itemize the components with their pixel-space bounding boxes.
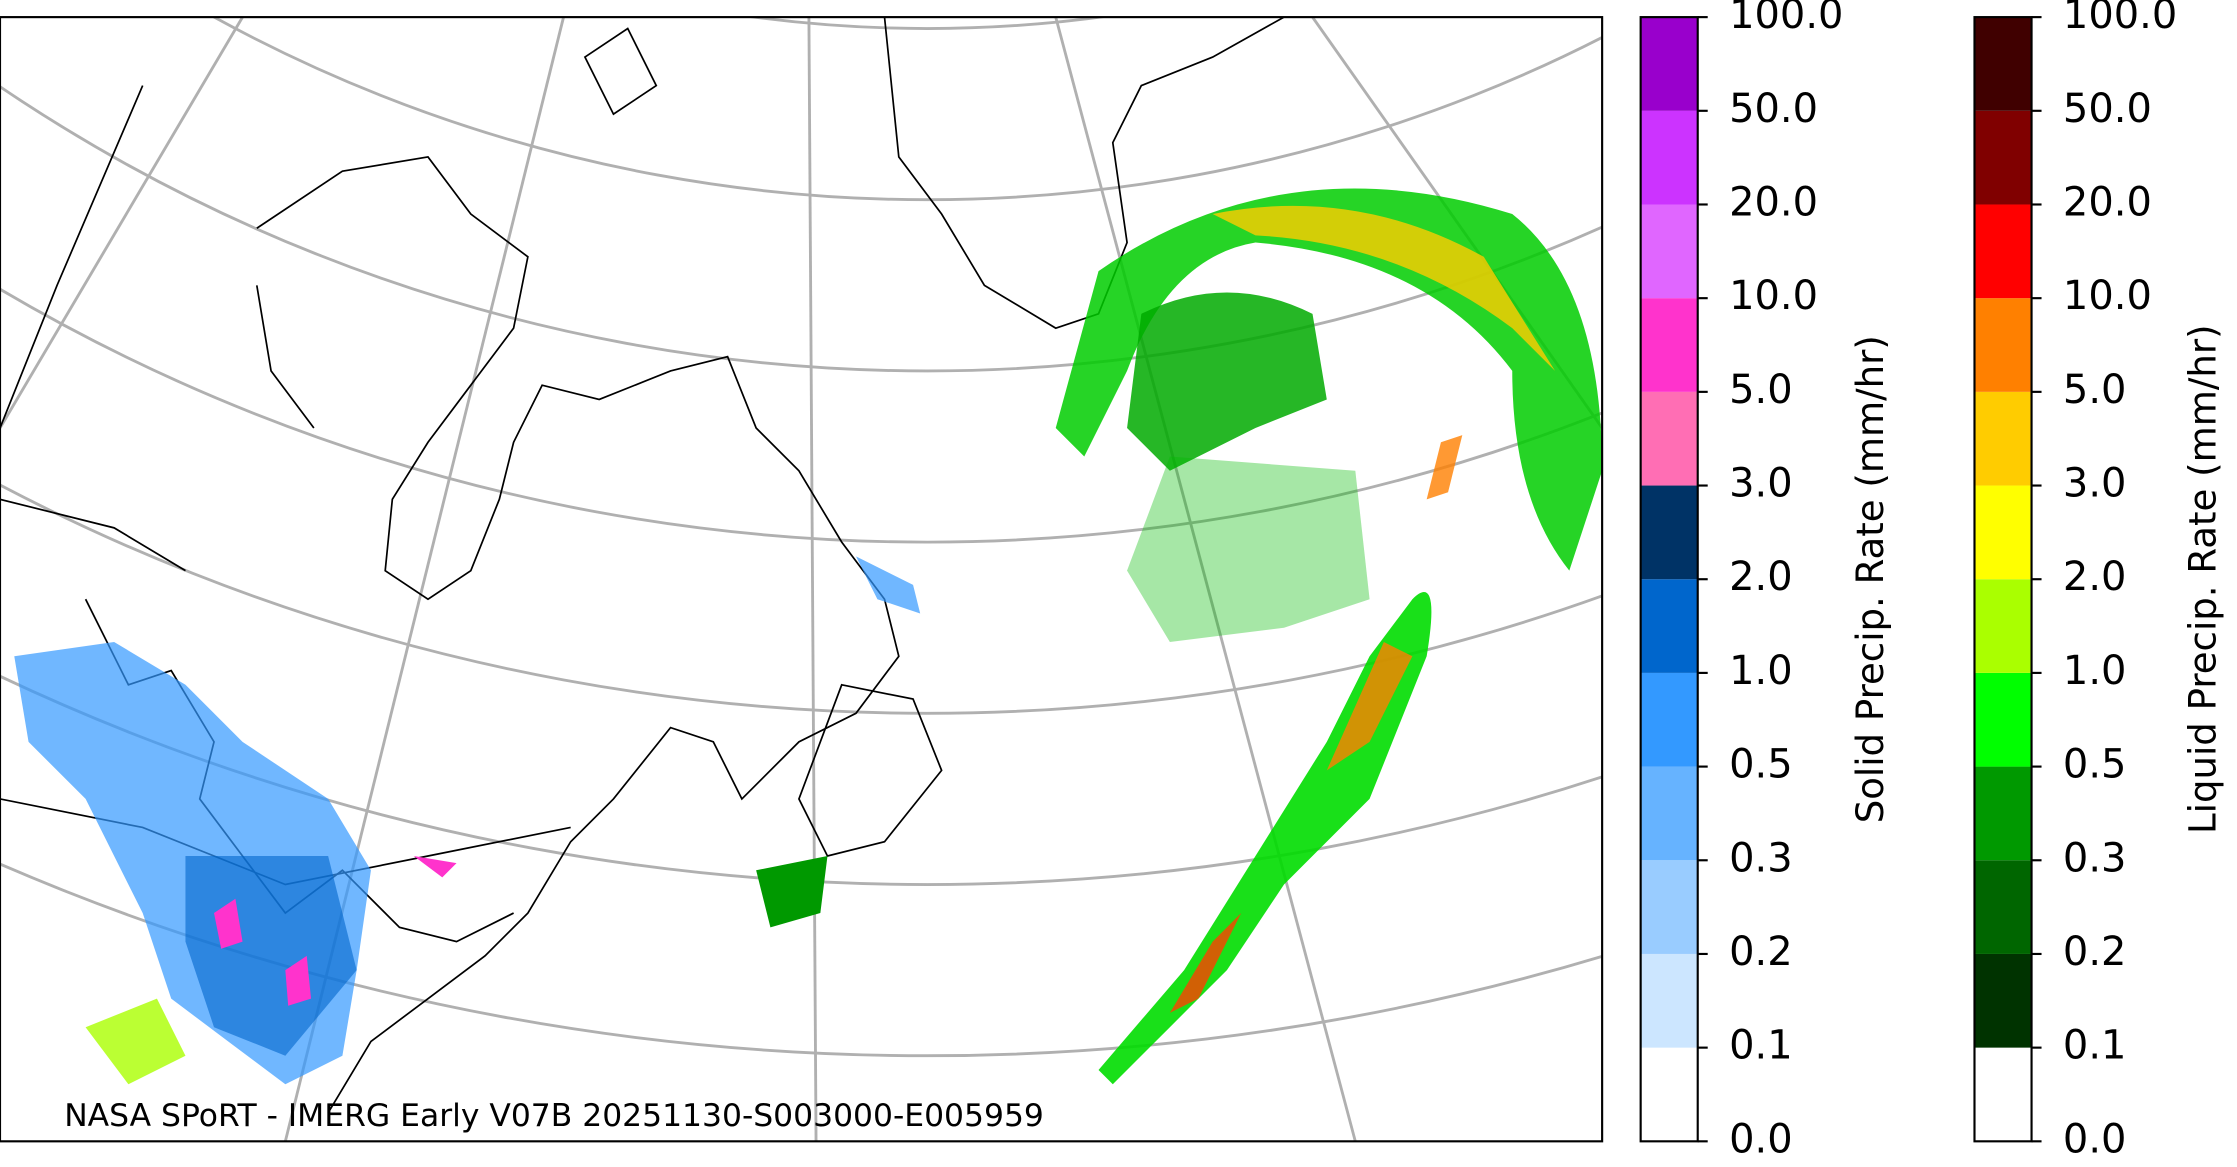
tick-label: 0.2	[2063, 929, 2127, 975]
colorbar-segment	[1640, 579, 1698, 673]
colorbar-segment	[1640, 110, 1698, 205]
tick-label: 0.1	[2063, 1023, 2127, 1069]
colorbar-segment	[1974, 766, 2032, 861]
colorbar-segment	[1640, 860, 1698, 954]
colorbar-label: Solid Precip. Rate (mm/hr)	[1849, 335, 1892, 823]
colorbar: 0.0 0.1 0.2 0.3 0.5 1.0 2.0 3.0 5.0 10.0 20.0 50.0 1…	[1973, 0, 2225, 1162]
tick-label: 0.3	[1729, 835, 1793, 881]
tick-label: 0.1	[1729, 1023, 1793, 1069]
tick-label: 1.0	[2063, 648, 2127, 694]
colorbar-segment	[1974, 672, 2032, 767]
tick-label: 10.0	[1729, 273, 1818, 319]
colorbar-segment	[1640, 672, 1698, 767]
tick-label: 20.0	[1729, 179, 1818, 225]
tick-label: 5.0	[1729, 367, 1793, 413]
tick-label: 0.3	[2063, 835, 2127, 881]
colorbar-segment	[1640, 391, 1698, 486]
colorbar: 0.0 0.1 0.2 0.3 0.5 1.0 2.0 3.0 5.0 10.0 20.0 50.0 1…	[1639, 0, 1892, 1162]
precipitation	[14, 188, 1603, 1085]
colorbar-segment	[1640, 1047, 1698, 1142]
tick-label: 0.0	[2063, 1116, 2127, 1162]
colorbar-segment	[1974, 204, 2032, 299]
colorbars: 0.0 0.1 0.2 0.3 0.5 1.0 2.0 3.0 5.0 10.0 20.0 50.0 1…	[1639, 0, 2225, 1162]
tick-label: 10.0	[2063, 273, 2152, 319]
tick-label: 3.0	[2063, 461, 2127, 507]
colorbar-segment	[1974, 17, 2032, 111]
map-frame	[0, 16, 1604, 1143]
colorbar-segment	[1640, 204, 1698, 299]
tick-label: 5.0	[2063, 367, 2127, 413]
colorbar-segment	[1974, 1047, 2032, 1142]
tick-label: 3.0	[1729, 461, 1793, 507]
colorbar-segment	[1974, 485, 2032, 580]
colorbar-label: Liquid Precip. Rate (mm/hr)	[2182, 324, 2225, 834]
map-caption: NASA SPoRT - IMERG Early V07B 20251130-S…	[64, 1098, 1044, 1134]
tick-label: 2.0	[2063, 554, 2127, 600]
tick-label: 2.0	[1729, 554, 1793, 600]
tick-label: 1.0	[1729, 648, 1793, 694]
tick-label: 20.0	[2063, 179, 2152, 225]
map-area: NASA SPoRT - IMERG Early V07B 20251130-S…	[0, 17, 1603, 1142]
colorbar-segment	[1640, 485, 1698, 580]
colorbar-segment	[1974, 860, 2032, 954]
tick-label: 50.0	[2063, 86, 2152, 132]
tick-label: 0.2	[1729, 929, 1793, 975]
colorbar-segment	[1974, 298, 2032, 392]
colorbar-segment	[1974, 391, 2032, 486]
tick-label: 100.0	[2063, 0, 2177, 38]
tick-label: 50.0	[1729, 86, 1818, 132]
colorbar-segment	[1640, 298, 1698, 392]
colorbar-segment	[1640, 953, 1698, 1048]
tick-label: 0.5	[2063, 742, 2127, 788]
colorbar-segment	[1974, 579, 2032, 673]
graticule	[0, 17, 1603, 1142]
colorbar-segment	[1974, 110, 2032, 205]
tick-label: 100.0	[1729, 0, 1843, 38]
colorbar-segment	[1974, 953, 2032, 1048]
tick-label: 0.0	[1729, 1116, 1793, 1162]
colorbar-segment	[1640, 766, 1698, 861]
tick-label: 0.5	[1729, 742, 1793, 788]
colorbar-segment	[1640, 17, 1698, 111]
